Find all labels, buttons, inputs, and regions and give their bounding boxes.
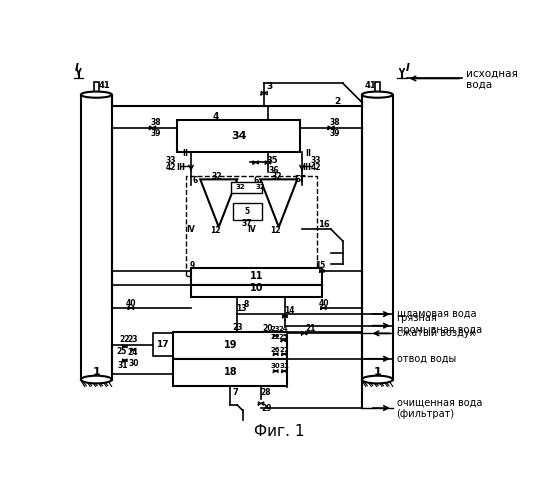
Text: очищенная вода
(фильтрат): очищенная вода (фильтрат) bbox=[397, 397, 482, 419]
Bar bbox=[191, 285, 322, 297]
Text: 24: 24 bbox=[279, 326, 288, 332]
Text: IV: IV bbox=[186, 225, 195, 234]
Bar bbox=[231, 182, 262, 193]
Bar bbox=[94, 82, 100, 94]
Bar bbox=[191, 268, 322, 285]
Text: 27: 27 bbox=[280, 346, 289, 352]
Bar bbox=[187, 176, 317, 276]
Text: II: II bbox=[305, 150, 311, 158]
Text: 31: 31 bbox=[118, 361, 128, 370]
Bar bbox=[174, 332, 287, 359]
Text: шламовая вода: шламовая вода bbox=[397, 309, 476, 319]
Text: 5: 5 bbox=[245, 207, 250, 216]
Text: 2: 2 bbox=[334, 97, 341, 106]
Ellipse shape bbox=[81, 92, 112, 98]
Text: 17: 17 bbox=[156, 340, 169, 349]
Text: 42: 42 bbox=[311, 164, 321, 172]
Text: грязная
промывная вода: грязная промывная вода bbox=[397, 314, 482, 335]
Ellipse shape bbox=[362, 376, 393, 384]
Text: 21: 21 bbox=[305, 324, 316, 333]
Text: 15: 15 bbox=[315, 261, 325, 270]
Text: 26: 26 bbox=[271, 346, 281, 352]
Text: 4: 4 bbox=[213, 112, 219, 120]
Text: 33: 33 bbox=[166, 156, 176, 164]
Ellipse shape bbox=[362, 92, 393, 98]
Text: 39: 39 bbox=[330, 128, 340, 138]
Bar bbox=[233, 203, 262, 220]
Text: 6: 6 bbox=[192, 176, 197, 186]
Text: 35: 35 bbox=[267, 156, 279, 164]
Text: 18: 18 bbox=[224, 367, 237, 377]
Text: 3: 3 bbox=[267, 82, 273, 92]
Text: сжатый воздух: сжатый воздух bbox=[397, 328, 475, 338]
Text: 12: 12 bbox=[211, 226, 221, 235]
Text: 33: 33 bbox=[311, 156, 321, 164]
Text: 32: 32 bbox=[212, 172, 222, 181]
Text: 6: 6 bbox=[253, 176, 258, 186]
Bar bbox=[177, 120, 300, 152]
Text: отвод воды: отвод воды bbox=[397, 354, 456, 364]
Text: 10: 10 bbox=[250, 283, 263, 293]
Text: 28: 28 bbox=[261, 388, 271, 397]
Text: 30: 30 bbox=[271, 364, 281, 370]
Text: 42: 42 bbox=[166, 164, 176, 172]
Text: исходная
вода: исходная вода bbox=[466, 68, 518, 90]
Text: 12: 12 bbox=[270, 226, 281, 235]
Bar bbox=[152, 334, 174, 356]
Text: 23: 23 bbox=[127, 335, 138, 344]
Text: 38: 38 bbox=[330, 118, 341, 127]
Text: 8: 8 bbox=[244, 300, 249, 310]
Text: 40: 40 bbox=[318, 299, 329, 308]
Bar bbox=[375, 82, 380, 94]
Bar bbox=[174, 359, 287, 386]
Text: 25: 25 bbox=[279, 334, 288, 340]
Text: 32: 32 bbox=[272, 172, 282, 181]
Text: 7: 7 bbox=[232, 388, 238, 397]
Text: 41: 41 bbox=[98, 81, 110, 90]
Text: 41: 41 bbox=[364, 81, 376, 90]
Text: 32: 32 bbox=[236, 184, 245, 190]
Text: 31: 31 bbox=[279, 364, 289, 370]
Text: 34: 34 bbox=[231, 131, 246, 141]
Text: I: I bbox=[406, 64, 410, 74]
Text: 19: 19 bbox=[224, 340, 237, 350]
Polygon shape bbox=[261, 180, 297, 227]
Text: 1: 1 bbox=[374, 367, 381, 377]
Text: БГ: БГ bbox=[294, 175, 306, 184]
Text: I: I bbox=[75, 64, 78, 74]
Text: 32: 32 bbox=[256, 184, 265, 190]
Text: 29: 29 bbox=[261, 404, 272, 412]
Text: 13: 13 bbox=[236, 304, 246, 313]
Text: 39: 39 bbox=[150, 128, 161, 138]
Polygon shape bbox=[200, 180, 237, 227]
Text: 24: 24 bbox=[127, 348, 138, 357]
Text: 22: 22 bbox=[271, 334, 281, 340]
Text: 20: 20 bbox=[263, 324, 273, 333]
Text: 1: 1 bbox=[92, 367, 100, 377]
Text: 36: 36 bbox=[269, 166, 280, 174]
Text: 9: 9 bbox=[190, 261, 195, 270]
Text: 37: 37 bbox=[242, 218, 252, 228]
Text: 16: 16 bbox=[318, 220, 329, 228]
Text: 22: 22 bbox=[120, 335, 130, 344]
Text: III: III bbox=[302, 164, 311, 172]
Text: Фиг. 1: Фиг. 1 bbox=[254, 424, 304, 438]
Text: III: III bbox=[176, 164, 186, 172]
Text: 14: 14 bbox=[285, 306, 295, 315]
Text: 11: 11 bbox=[250, 272, 263, 281]
Ellipse shape bbox=[81, 376, 112, 384]
Text: 23: 23 bbox=[271, 326, 281, 332]
Bar bbox=[81, 94, 112, 380]
Text: IV: IV bbox=[248, 225, 256, 234]
Text: 23: 23 bbox=[232, 324, 243, 332]
Text: 40: 40 bbox=[126, 299, 136, 308]
Text: 30: 30 bbox=[128, 359, 139, 368]
Text: II: II bbox=[183, 150, 189, 158]
Text: 25: 25 bbox=[116, 348, 127, 356]
Bar bbox=[362, 94, 393, 380]
Text: 38: 38 bbox=[150, 118, 161, 127]
